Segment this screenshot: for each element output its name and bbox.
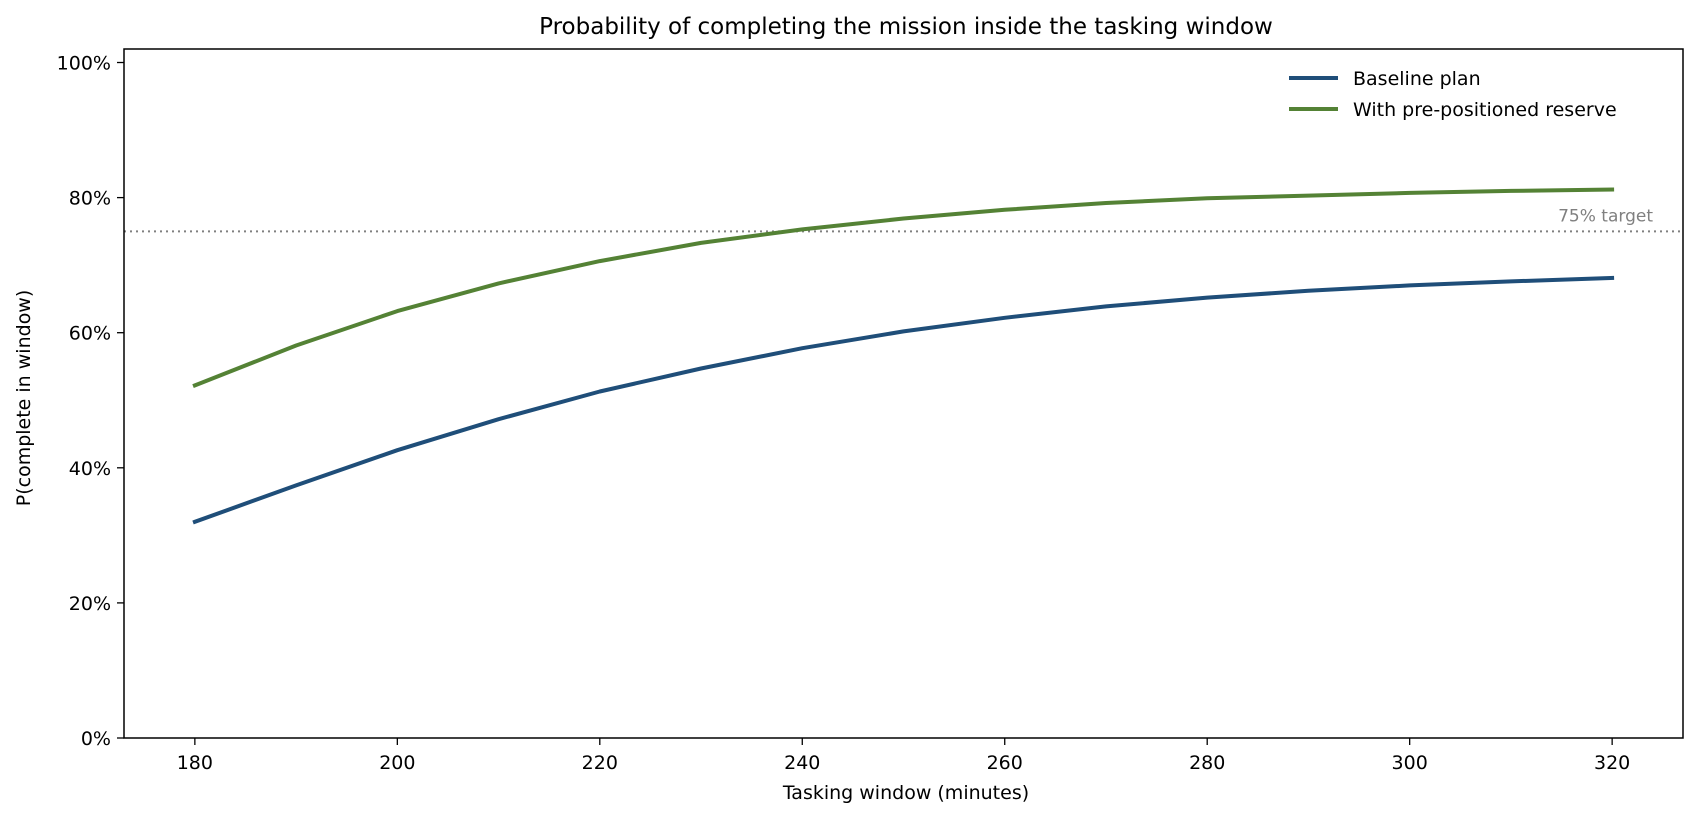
y-tick-label: 20%	[69, 593, 111, 615]
target-reference-label: 75% target	[1558, 206, 1653, 226]
series-line-1	[192, 275, 1615, 525]
legend-label-2: With pre-positioned reserve	[1353, 99, 1617, 121]
y-tick-label: 0%	[81, 728, 111, 750]
y-tick-label: 100%	[57, 53, 111, 75]
plot-area: 75% target	[124, 187, 1683, 525]
series-line-2	[192, 187, 1615, 388]
plot-frame	[123, 48, 1684, 739]
x-tick-label: 240	[784, 752, 820, 774]
y-tick-label: 80%	[69, 188, 111, 210]
x-tick-label: 200	[379, 752, 415, 774]
x-axis-title: Tasking window (minutes)	[782, 782, 1029, 804]
chart-title: Probability of completing the mission in…	[539, 14, 1273, 40]
x-tick-label: 320	[1594, 752, 1630, 774]
legend-label-1: Baseline plan	[1353, 68, 1481, 90]
x-tick-label: 280	[1189, 752, 1225, 774]
y-tick-label: 40%	[69, 458, 111, 480]
y-tick-label: 60%	[69, 323, 111, 345]
y-axis-title: P(complete in window)	[13, 290, 35, 507]
x-tick-label: 180	[177, 752, 213, 774]
axes: 180 200 220 240 260 280 300 320 0% 20% 40% 60% 80% 10…	[57, 48, 1684, 774]
x-tick-label: 260	[987, 752, 1023, 774]
legend: Baseline plan With pre-positioned reserve	[1289, 68, 1617, 121]
x-tick-label: 220	[582, 752, 618, 774]
x-tick-label: 300	[1392, 752, 1428, 774]
